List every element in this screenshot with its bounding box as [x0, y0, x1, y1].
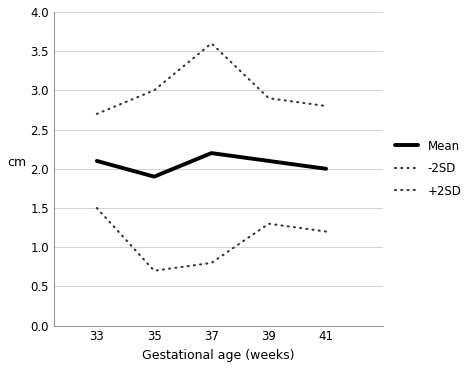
-2SD — [230, 246, 236, 250]
+2SD — [208, 41, 214, 46]
Legend: Mean, -2SD, +2SD: Mean, -2SD, +2SD — [390, 135, 466, 203]
+2SD — [94, 112, 100, 116]
-2SD — [231, 245, 237, 250]
+2SD — [230, 62, 236, 66]
Y-axis label: cm: cm — [7, 156, 26, 169]
Mean — [266, 159, 272, 163]
+2SD — [323, 104, 329, 108]
+2SD — [95, 111, 100, 116]
Mean — [323, 166, 329, 171]
-2SD — [323, 229, 329, 234]
-2SD — [95, 207, 100, 211]
X-axis label: Gestational age (weeks): Gestational age (weeks) — [142, 349, 295, 362]
-2SD — [152, 269, 157, 273]
+2SD — [288, 99, 293, 103]
Mean — [94, 159, 100, 163]
+2SD — [235, 66, 241, 71]
Line: Mean: Mean — [97, 153, 326, 177]
-2SD — [288, 224, 293, 229]
+2SD — [302, 101, 308, 106]
Mean — [151, 175, 157, 179]
-2SD — [302, 227, 308, 231]
+2SD — [231, 63, 237, 67]
Mean — [209, 151, 214, 155]
-2SD — [94, 206, 100, 210]
-2SD — [235, 242, 241, 247]
Line: -2SD: -2SD — [97, 208, 326, 271]
Line: +2SD: +2SD — [97, 44, 326, 114]
